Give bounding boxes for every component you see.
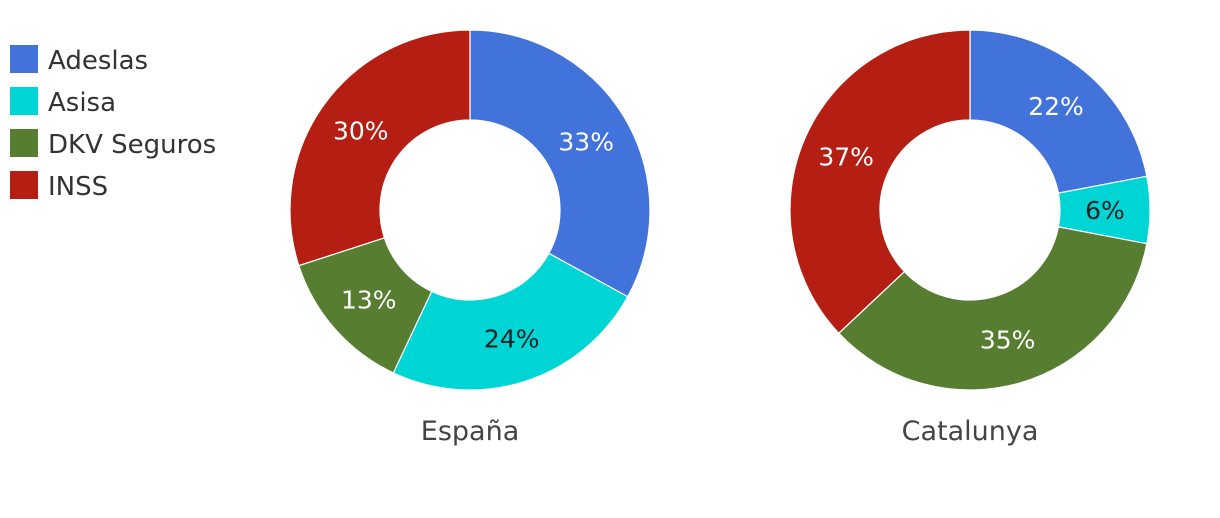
- slice-adeslas[interactable]: [969, 29, 1148, 194]
- legend-item-dkv-seguros[interactable]: DKV Seguros: [10, 129, 216, 160]
- legend-swatch: [10, 87, 38, 115]
- legend-swatch: [10, 45, 38, 73]
- legend-label: Asisa: [48, 88, 116, 118]
- legend-label: Adeslas: [48, 46, 148, 76]
- slice-label-dkv-seguros: 13%: [341, 285, 397, 314]
- donut-espana: 33% 24% 13% 30% España: [289, 29, 651, 447]
- slice-label-adeslas: 22%: [1028, 92, 1084, 121]
- chart-title: España: [421, 416, 519, 447]
- slice-label-inss: 37%: [818, 142, 874, 171]
- slice-label-asisa: 24%: [484, 324, 540, 353]
- legend-swatch: [10, 171, 38, 199]
- donut-catalunya: 22% 6% 35% 37% Catalunya: [789, 29, 1151, 447]
- slice-adeslas[interactable]: [469, 29, 651, 298]
- legend-label: INSS: [48, 172, 108, 202]
- slice-label-adeslas: 33%: [558, 127, 614, 156]
- slice-inss[interactable]: [289, 29, 471, 267]
- legend-label: DKV Seguros: [48, 130, 216, 160]
- slice-label-asisa: 6%: [1085, 196, 1125, 225]
- legend-swatch: [10, 129, 38, 157]
- legend-item-inss[interactable]: INSS: [10, 171, 108, 202]
- chart-title: Catalunya: [902, 416, 1039, 447]
- legend-item-adeslas[interactable]: Adeslas: [10, 45, 148, 76]
- slice-asisa[interactable]: [392, 252, 629, 391]
- slice-dkv-seguros[interactable]: [837, 226, 1148, 391]
- slice-label-inss: 30%: [333, 117, 389, 146]
- slice-inss[interactable]: [789, 29, 971, 335]
- charts-area: 33% 24% 13% 30% España 22% 6% 35% 37% Catalunya: [289, 29, 1151, 447]
- legend: Adeslas Asisa DKV Seguros INSS: [10, 45, 216, 202]
- legend-item-asisa[interactable]: Asisa: [10, 87, 116, 118]
- slice-label-dkv-seguros: 35%: [980, 326, 1036, 355]
